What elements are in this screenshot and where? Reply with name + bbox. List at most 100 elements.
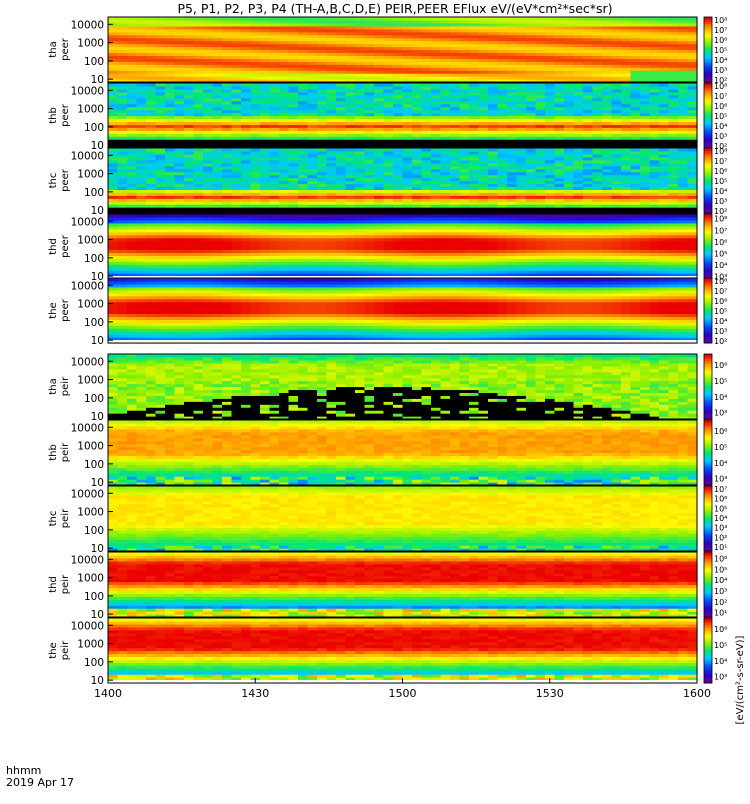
heatmap-thc-peir: [108, 486, 698, 552]
colorbar-tick-label: 10⁷: [714, 92, 727, 101]
colorbar-tick-label: 10⁶: [714, 238, 727, 247]
y-tick-label: 10000: [71, 554, 104, 566]
x-tick-label: 1530: [536, 687, 564, 700]
colorbar-tick-label: 10⁶: [714, 361, 727, 370]
colorbar-tick-label: 10⁴: [714, 576, 727, 585]
y-tick-label: 100: [84, 459, 104, 471]
y-tick-label: 10000: [71, 85, 104, 97]
y-tick-label: 1000: [77, 299, 104, 311]
y-tick-label: 10000: [71, 280, 104, 292]
colorbar-tick-label: 10²: [714, 533, 727, 542]
heatmap-thd-peir: [108, 552, 698, 618]
heatmap-the-peer: [108, 278, 698, 344]
colorbar-tick-label: 10³: [714, 587, 727, 596]
x-label-line2: 2019 Apr 17: [6, 776, 74, 789]
colorbar-tick-label: 10⁵: [714, 177, 727, 186]
panel-label-species: peir: [60, 508, 71, 528]
y-tick-label: 100: [84, 122, 104, 134]
y-tick-label: 100: [84, 253, 104, 265]
x-tick-label: 1500: [389, 687, 417, 700]
y-tick-label: 100: [84, 525, 104, 537]
colorbar-tick-label: 10³: [714, 524, 727, 533]
panel-label-probe: thb: [48, 444, 59, 461]
y-tick-label: 10000: [71, 150, 104, 162]
heatmap-tha-peir: [108, 354, 698, 420]
colorbar-tick-label: 10⁸: [714, 82, 727, 91]
panel-label-probe: thc: [48, 511, 59, 527]
y-tick-label: 10000: [71, 19, 104, 31]
colorbar-tick-label: 10³: [714, 327, 727, 336]
y-tick-label: 100: [84, 393, 104, 405]
heatmap-the-peir: [108, 618, 698, 684]
y-tick-label: 1000: [77, 639, 104, 651]
x-tick-label: 1430: [241, 687, 269, 700]
colorbar-tick-label: 10⁶: [714, 102, 727, 111]
colorbar-tick-label: 10⁴: [714, 317, 727, 326]
colorbar-tick-label: 10⁶: [714, 555, 727, 564]
colorbar-tick-label: 10⁷: [714, 26, 727, 35]
y-tick-label: 1000: [77, 507, 104, 519]
panel-label-species: peir: [60, 640, 71, 660]
y-tick-label: 10000: [71, 422, 104, 434]
y-tick-label: 1000: [77, 104, 104, 116]
colorbar-tick-label: 10³: [714, 409, 727, 418]
colorbar-tick-label: 10²: [714, 598, 727, 607]
colorbar-tick-label: 10⁷: [714, 226, 727, 235]
colorbar-tick-label: 10⁸: [714, 147, 727, 156]
colorbar-tick-label: 10⁵: [714, 249, 727, 258]
heatmap-thb-peir: [108, 420, 698, 486]
colorbar-tick-label: 10⁴: [714, 187, 727, 196]
colorbar-tick-label: 10⁵: [714, 443, 727, 452]
colorbar-tick-label: 10⁵: [714, 307, 727, 316]
heatmap-tha-peer: [108, 17, 698, 83]
colorbar-tick-label: 10⁵: [714, 46, 727, 55]
panel-label-species: peir: [60, 574, 71, 594]
colorbar-tick-label: 10⁸: [714, 16, 727, 25]
panel-label-probe: thd: [48, 238, 59, 255]
colorbar-tick-label: 10¹: [714, 543, 727, 552]
panel-label-probe: thb: [48, 107, 59, 124]
colorbar-tick-label: 10⁴: [714, 514, 727, 523]
colorbar-tick-label: 10³: [714, 475, 727, 484]
panel-label-species: peer: [60, 298, 71, 322]
y-tick-label: 10: [91, 675, 104, 687]
colorbar-tick-label: 10⁸: [714, 215, 727, 224]
panel-label-species: peer: [60, 103, 71, 127]
colorbar-tick-label: 10⁵: [714, 112, 727, 121]
x-tick-label: 1400: [94, 687, 122, 700]
colorbar-tick-label: 10⁷: [714, 157, 727, 166]
y-tick-label: 100: [84, 187, 104, 199]
colorbar-tick-label: 10²: [714, 337, 727, 346]
y-tick-label: 10000: [71, 488, 104, 500]
y-tick-label: 10000: [71, 356, 104, 368]
colorbar-tick-label: 10⁴: [714, 657, 727, 666]
panel-label-species: peer: [60, 234, 71, 258]
y-tick-label: 10000: [71, 620, 104, 632]
heatmap-thd-peer: [108, 214, 698, 280]
colorbar-tick-label: 10⁶: [714, 427, 727, 436]
colorbar-tick-label: 10⁵: [714, 641, 727, 650]
panel-label-probe: thd: [48, 576, 59, 593]
colorbar-tick-label: 10³: [714, 132, 727, 141]
heatmap-thb-peer: [108, 83, 698, 149]
colorbar-tick-label: 10⁵: [714, 565, 727, 574]
y-tick-label: 1000: [77, 235, 104, 247]
